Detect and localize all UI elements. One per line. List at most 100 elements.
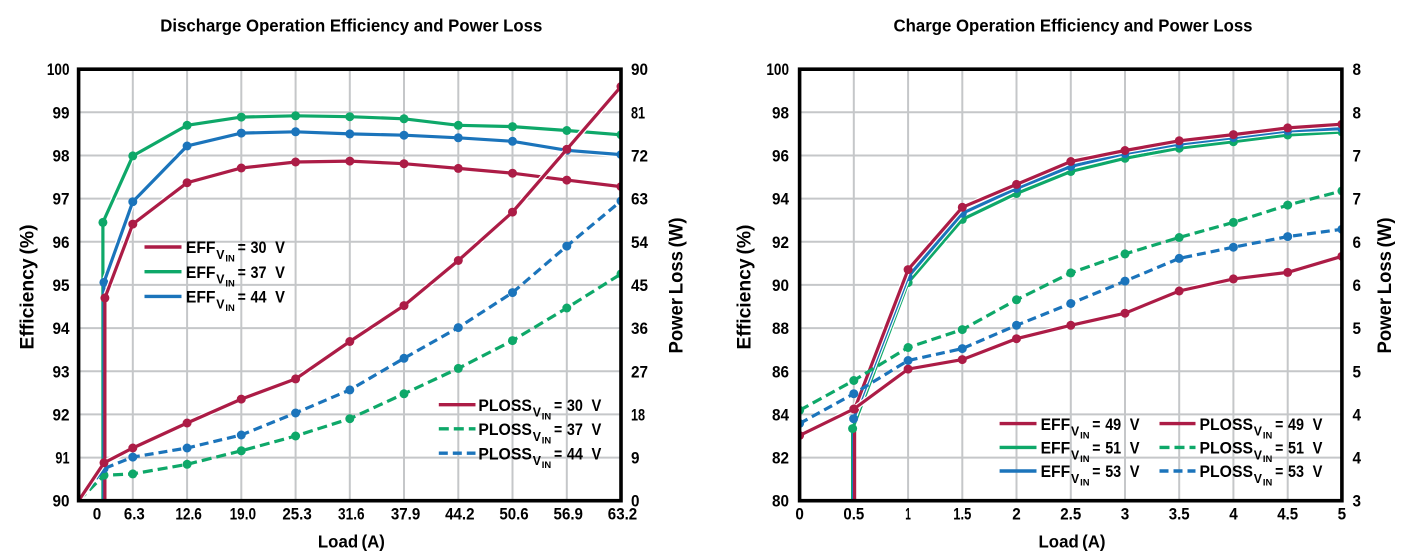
svg-text:V: V: [592, 396, 602, 415]
svg-text:1.5: 1.5: [953, 505, 971, 524]
svg-text:IN: IN: [542, 411, 551, 421]
svg-text:50.6: 50.6: [499, 505, 528, 524]
svg-text:Load (A): Load (A): [1039, 531, 1106, 551]
svg-text:Efficiency (%): Efficiency (%): [18, 225, 39, 350]
svg-text:37.9: 37.9: [391, 505, 420, 524]
svg-text:V: V: [1254, 425, 1263, 439]
svg-text:36: 36: [631, 319, 648, 338]
svg-text:IN: IN: [225, 303, 234, 313]
svg-text:86: 86: [772, 362, 789, 381]
svg-text:51: 51: [1288, 439, 1304, 458]
svg-text:PLOSS: PLOSS: [478, 444, 532, 463]
svg-text:44.2: 44.2: [445, 505, 474, 524]
svg-text:4: 4: [1353, 449, 1362, 468]
svg-text:98: 98: [772, 103, 789, 122]
svg-text:IN: IN: [1263, 430, 1272, 440]
svg-text:30: 30: [567, 396, 583, 415]
svg-text:4: 4: [1353, 405, 1362, 424]
svg-text:Power Loss (W): Power Loss (W): [1375, 218, 1396, 354]
svg-text:=: =: [554, 420, 562, 439]
svg-text:96: 96: [53, 233, 70, 252]
svg-text:63.2: 63.2: [608, 505, 637, 524]
svg-text:V: V: [1130, 462, 1140, 481]
svg-text:53: 53: [1288, 462, 1304, 481]
svg-text:=: =: [554, 444, 562, 463]
svg-text:100: 100: [766, 60, 789, 79]
svg-text:IN: IN: [1263, 454, 1272, 464]
svg-text:=: =: [1275, 415, 1283, 434]
svg-text:12.6: 12.6: [175, 505, 202, 524]
svg-text:IN: IN: [225, 254, 234, 264]
svg-text:4.5: 4.5: [1277, 505, 1298, 524]
svg-text:V: V: [275, 263, 285, 282]
svg-text:Charge Operation Efficiency an: Charge Operation Efficiency and Power Lo…: [894, 16, 1253, 36]
svg-text:8: 8: [1353, 60, 1362, 79]
svg-text:7: 7: [1353, 190, 1362, 209]
svg-text:27: 27: [631, 362, 648, 381]
svg-text:=: =: [1092, 439, 1100, 458]
svg-text:9: 9: [631, 449, 640, 468]
svg-text:18: 18: [631, 405, 645, 424]
svg-text:5: 5: [1353, 319, 1362, 338]
svg-text:95: 95: [53, 276, 70, 295]
svg-text:82: 82: [772, 449, 789, 468]
svg-text:PLOSS: PLOSS: [478, 420, 532, 439]
svg-text:=: =: [1275, 462, 1283, 481]
svg-text:V: V: [1071, 472, 1080, 486]
svg-text:IN: IN: [1263, 478, 1272, 488]
svg-text:3: 3: [1121, 505, 1130, 524]
svg-text:EFF: EFF: [186, 263, 216, 282]
svg-text:90: 90: [631, 60, 648, 79]
svg-text:V: V: [216, 297, 225, 311]
svg-text:100: 100: [47, 60, 70, 79]
svg-text:V: V: [1313, 462, 1323, 481]
svg-text:1: 1: [905, 505, 911, 524]
svg-text:91: 91: [55, 449, 69, 468]
svg-text:25.3: 25.3: [282, 505, 311, 524]
svg-text:V: V: [1130, 439, 1140, 458]
svg-text:44: 44: [567, 444, 583, 463]
svg-text:=: =: [238, 263, 246, 282]
svg-text:97: 97: [53, 190, 70, 209]
svg-text:3.5: 3.5: [1169, 505, 1190, 524]
svg-text:=: =: [238, 288, 246, 307]
svg-text:6: 6: [1353, 233, 1362, 252]
svg-text:V: V: [1071, 448, 1080, 462]
svg-text:30: 30: [251, 238, 267, 257]
svg-text:V: V: [1130, 415, 1140, 434]
svg-text:Load (A): Load (A): [318, 531, 385, 551]
svg-text:V: V: [1313, 415, 1323, 434]
svg-text:5: 5: [1338, 505, 1347, 524]
svg-text:IN: IN: [542, 460, 551, 470]
svg-text:IN: IN: [225, 278, 234, 288]
svg-text:V: V: [1254, 448, 1263, 462]
svg-text:EFF: EFF: [1041, 462, 1071, 481]
svg-text:98: 98: [53, 147, 70, 166]
svg-text:PLOSS: PLOSS: [478, 396, 532, 415]
svg-text:IN: IN: [1080, 454, 1089, 464]
svg-text:81: 81: [631, 103, 645, 122]
svg-text:37: 37: [567, 420, 583, 439]
svg-text:88: 88: [772, 319, 789, 338]
svg-text:V: V: [533, 406, 542, 420]
svg-text:PLOSS: PLOSS: [1200, 415, 1254, 434]
svg-text:49: 49: [1105, 415, 1121, 434]
svg-text:Power Loss (W): Power Loss (W): [666, 218, 687, 354]
svg-text:V: V: [533, 454, 542, 468]
svg-text:0: 0: [93, 505, 102, 524]
svg-text:V: V: [216, 273, 225, 287]
svg-text:0: 0: [631, 492, 640, 511]
svg-text:19.0: 19.0: [230, 505, 257, 524]
svg-text:=: =: [1275, 439, 1283, 458]
svg-text:EFF: EFF: [1041, 439, 1071, 458]
svg-text:6.3: 6.3: [124, 505, 145, 524]
svg-text:37: 37: [251, 263, 267, 282]
svg-text:=: =: [238, 238, 246, 257]
svg-text:IN: IN: [1080, 430, 1089, 440]
svg-text:V: V: [275, 238, 285, 257]
svg-text:EFF: EFF: [186, 288, 216, 307]
svg-text:92: 92: [772, 233, 789, 252]
svg-text:Efficiency (%): Efficiency (%): [735, 225, 756, 350]
svg-text:V: V: [1254, 472, 1263, 486]
svg-text:V: V: [592, 420, 602, 439]
